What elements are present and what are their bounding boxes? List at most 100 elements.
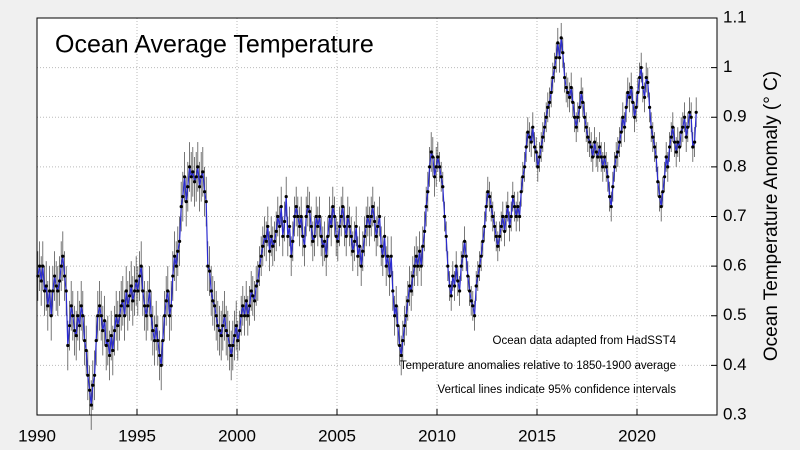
data-point — [138, 274, 142, 278]
data-point — [498, 234, 502, 238]
data-point — [614, 155, 618, 159]
data-point — [61, 254, 65, 258]
data-point — [406, 299, 410, 303]
data-point — [44, 284, 48, 288]
data-point — [89, 403, 93, 407]
data-point — [451, 274, 455, 278]
data-point — [558, 56, 562, 60]
y-tick-label: 1 — [723, 57, 732, 76]
data-point — [309, 224, 313, 229]
data-point — [186, 185, 190, 189]
data-point — [686, 125, 690, 129]
data-point — [211, 299, 215, 303]
data-point — [588, 140, 592, 144]
data-point — [96, 314, 100, 318]
data-point — [391, 289, 395, 293]
data-point — [594, 150, 598, 154]
series-line — [37, 37, 697, 406]
data-point — [281, 234, 285, 238]
data-point — [351, 249, 355, 253]
data-point — [688, 110, 692, 114]
data-point — [218, 329, 222, 333]
data-point — [341, 204, 345, 209]
data-point — [219, 334, 223, 338]
data-point — [286, 234, 290, 238]
data-point — [601, 165, 605, 169]
data-point — [243, 314, 247, 318]
data-point — [279, 204, 283, 209]
data-point — [538, 155, 542, 159]
annotation: Ocean data adapted from HadSST4 — [493, 335, 677, 347]
data-point — [694, 110, 698, 114]
data-point — [673, 140, 677, 144]
data-point — [166, 289, 170, 293]
data-point — [674, 150, 678, 154]
data-point — [423, 229, 427, 233]
data-point — [223, 314, 227, 318]
data-point — [529, 140, 533, 144]
data-point — [384, 264, 388, 268]
data-point — [54, 284, 58, 288]
y-axis-label: Ocean Temperature Anomaly (° C) — [761, 71, 782, 361]
data-point — [301, 234, 305, 238]
data-point — [109, 334, 113, 338]
data-point — [644, 75, 648, 80]
data-point — [373, 219, 377, 224]
data-point — [399, 353, 403, 358]
data-point — [203, 190, 207, 194]
data-point — [501, 214, 505, 219]
data-point — [314, 214, 318, 219]
data-point — [446, 264, 450, 268]
data-point — [183, 175, 187, 179]
data-point — [564, 85, 568, 90]
data-point — [83, 338, 87, 343]
data-point — [598, 145, 602, 149]
data-point — [471, 304, 475, 308]
annotation: Temperature anomalies relative to 1850-1… — [400, 360, 676, 372]
data-point — [478, 264, 482, 268]
data-point — [48, 289, 52, 293]
data-point — [574, 125, 578, 129]
data-point — [53, 274, 57, 278]
data-point — [566, 90, 570, 95]
data-point — [403, 324, 407, 328]
data-point — [348, 224, 352, 229]
data-point — [234, 324, 238, 328]
data-point — [568, 95, 572, 99]
data-point — [319, 234, 323, 238]
x-tick-label: 2010 — [418, 426, 456, 445]
data-point — [311, 239, 315, 243]
data-point — [46, 304, 50, 308]
data-point — [118, 314, 122, 318]
data-point — [214, 314, 218, 318]
data-point — [656, 180, 660, 184]
data-point — [573, 115, 577, 119]
data-point — [591, 155, 595, 159]
data-point — [408, 284, 412, 288]
data-point — [74, 334, 78, 338]
data-point — [344, 234, 348, 238]
data-point — [58, 279, 62, 283]
data-point — [69, 304, 73, 308]
data-point — [489, 204, 493, 209]
data-point — [76, 314, 80, 318]
data-point — [676, 140, 680, 144]
data-point — [369, 214, 373, 219]
data-point — [511, 195, 515, 199]
data-point — [64, 289, 68, 293]
data-point — [661, 190, 665, 194]
y-tick-label: 0.9 — [723, 107, 747, 126]
data-point — [128, 294, 132, 298]
data-point — [464, 254, 468, 258]
data-point — [163, 314, 167, 318]
data-point — [631, 100, 635, 104]
data-point — [488, 195, 492, 199]
data-point — [643, 95, 647, 99]
data-point — [168, 314, 172, 318]
data-point — [189, 175, 193, 179]
y-tick-label: 0.4 — [723, 355, 747, 374]
data-point — [106, 338, 110, 343]
data-point — [624, 105, 628, 109]
data-point — [293, 214, 297, 219]
